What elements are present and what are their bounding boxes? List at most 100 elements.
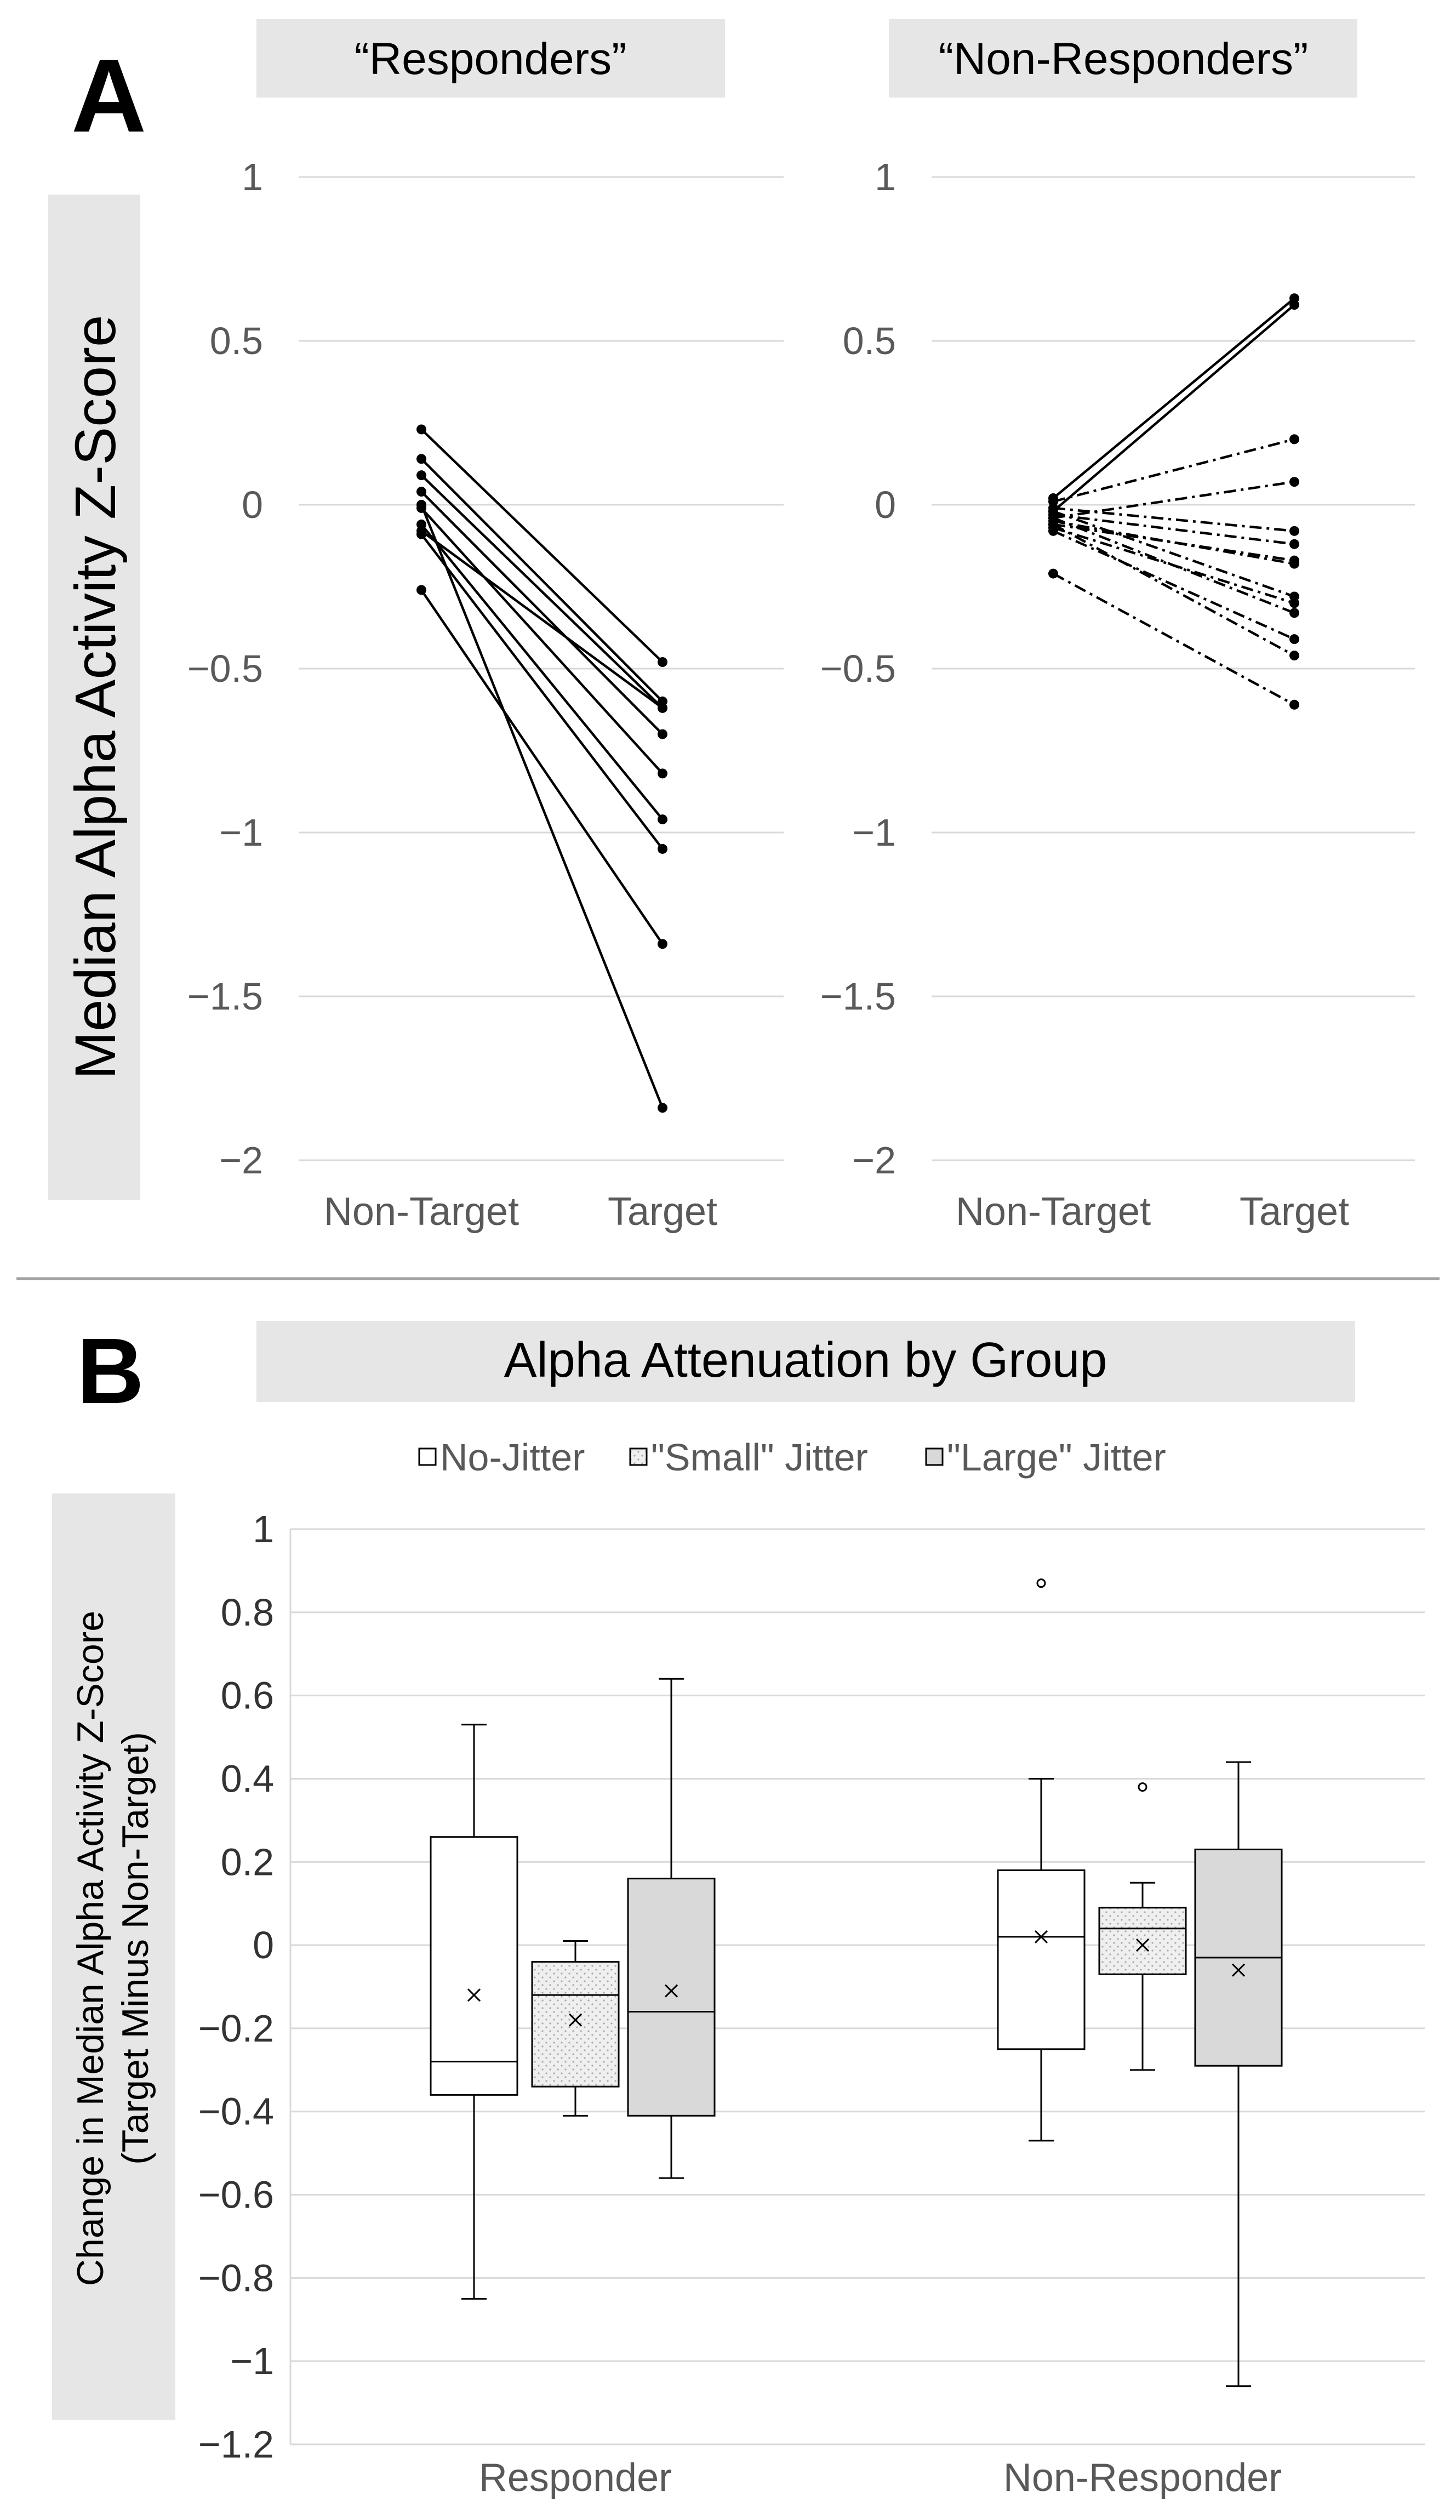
responders-gridlines (299, 176, 784, 1161)
series-line (420, 458, 664, 703)
series-line (1052, 572, 1295, 706)
series-line (420, 507, 664, 774)
y-tick-label: −2 (852, 1139, 896, 1182)
data-point (416, 454, 426, 464)
non-responders-title-bg (889, 19, 1357, 98)
non-responders-title: “Non-Responders” (939, 34, 1309, 84)
responders-x-ticks: Non-Target Target (324, 1190, 717, 1234)
data-point (416, 529, 426, 539)
responders-title: “Responders” (355, 34, 627, 84)
outlier-point (1036, 1578, 1046, 1588)
y-tick-label: 1 (875, 156, 896, 198)
series-line (420, 474, 664, 709)
series-line (1053, 513, 1295, 545)
y-tick-label: 0.5 (843, 320, 896, 362)
series-line (1053, 516, 1295, 614)
x-tick-label: Non-Responder (1003, 2456, 1282, 2500)
responders-series (416, 424, 667, 1113)
x-tick-label: Non-Target (956, 1190, 1151, 1234)
y-tick-label: 0.8 (221, 1591, 274, 1634)
y-axis-label-b-line1: Change in Median Alpha Activity Z-Score (70, 1611, 111, 2286)
data-point (658, 703, 667, 713)
data-point (1289, 608, 1299, 618)
box (627, 1878, 716, 2117)
mean-marker (1231, 1963, 1246, 1977)
y-tick-label: 0 (242, 483, 263, 526)
mean-marker (1034, 1930, 1048, 1943)
data-point (416, 470, 426, 481)
mean-marker (568, 2013, 583, 2027)
legend-label: No-Jitter (440, 1436, 585, 1479)
series-line (420, 504, 664, 1109)
series-line (420, 523, 664, 820)
data-point (658, 939, 667, 949)
box-legend: No-Jitter "Small" Jitter "Large" Jitter (418, 1436, 1166, 1479)
panel-letter-b: B (77, 1319, 144, 1423)
y-tick-label: −0.4 (198, 2090, 274, 2133)
legend-label: "Large" Jitter (947, 1436, 1166, 1479)
y-tick-label: 0.4 (221, 1757, 274, 1800)
chart-non-responders: “Non-Responders” 1 0.5 0 −0.5 −1 −1.5 −2 Non-T… (820, 19, 1415, 1234)
data-point (1289, 634, 1299, 645)
x-tick-label: Non-Target (324, 1190, 519, 1234)
y-tick-label: −1 (852, 811, 896, 854)
series-line (420, 428, 664, 663)
x-tick-label: Responder (479, 2456, 672, 2500)
series-line (1053, 438, 1295, 503)
x-tick-label: Target (608, 1190, 717, 1234)
x-tick-label: Target (1240, 1190, 1349, 1234)
box-title-bg (256, 1321, 1355, 1402)
non-responders-y-ticks: 1 0.5 0 −0.5 −1 −1.5 −2 (820, 156, 896, 1182)
y-tick-label: 0 (253, 1924, 274, 1966)
box (531, 1960, 620, 2088)
y-tick-label: 0.6 (221, 1674, 274, 1717)
outlier-point (1138, 1782, 1147, 1792)
box-x-ticks: Responder Non-Responder (479, 2456, 1282, 2500)
data-point (658, 768, 667, 779)
non-responders-series (1048, 293, 1299, 710)
data-point (658, 814, 667, 825)
chart-alpha-attenuation: Alpha Attenuation by Group No-Jitter "Sma… (52, 1321, 1425, 2500)
legend-swatch (629, 1447, 648, 1466)
box-title: Alpha Attenuation by Group (504, 1333, 1107, 1388)
responders-y-ticks: 1 0.5 0 −0.5 −1 −1.5 −2 (187, 156, 263, 1182)
series-line (1053, 506, 1295, 533)
data-point (1289, 526, 1299, 536)
data-point (658, 1103, 667, 1113)
data-point (658, 729, 667, 739)
data-point (658, 843, 667, 854)
legend-swatch (418, 1447, 437, 1466)
data-point (1289, 598, 1299, 608)
y-tick-label: −0.2 (198, 2007, 274, 2050)
y-axis-label-a: Median Alpha Activity Z-Score (64, 315, 128, 1080)
chart-responders: “Responders” Median Alpha Activity Z-Sco… (48, 19, 784, 1234)
panel-letter-a: A (71, 38, 146, 154)
data-point (1289, 558, 1299, 569)
series-line (1052, 523, 1295, 657)
data-point (416, 487, 426, 497)
series-line (420, 589, 664, 945)
y-tick-label: −1.5 (187, 975, 263, 1018)
data-point (416, 585, 426, 595)
legend-swatch (925, 1447, 944, 1466)
y-tick-label: 0.2 (221, 1840, 274, 1883)
data-point (416, 424, 426, 435)
box (997, 1869, 1086, 2050)
responders-title-bg (256, 19, 725, 98)
box (430, 1836, 518, 2096)
series-line (420, 491, 664, 736)
data-point (1289, 477, 1299, 487)
y-axis-label-bg-b (52, 1493, 175, 2420)
y-tick-label: −0.6 (198, 2174, 274, 2216)
series-line (1052, 297, 1295, 499)
y-tick-label: 0.5 (210, 320, 263, 362)
series-line (1053, 480, 1295, 520)
non-responders-x-ticks: Non-Target Target (956, 1190, 1349, 1234)
y-tick-label: −1.2 (198, 2423, 274, 2466)
y-tick-label: 0 (875, 483, 896, 526)
y-tick-label: −1 (219, 811, 263, 854)
data-point (658, 657, 667, 668)
box-y-ticks: 1 0.8 0.6 0.4 0.2 0 −0.2 −0.4 −0.6 −0.8 −1 −1.2 (198, 1508, 274, 2466)
series-line (420, 530, 664, 709)
